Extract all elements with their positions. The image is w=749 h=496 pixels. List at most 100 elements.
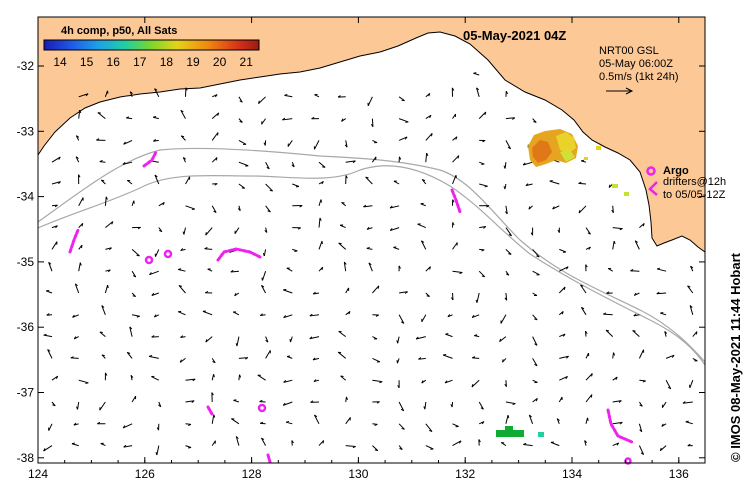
current-vector bbox=[156, 445, 160, 456]
current-vector bbox=[131, 270, 137, 278]
y-tick-label: -37 bbox=[17, 386, 35, 400]
current-vector bbox=[505, 227, 512, 237]
current-vector bbox=[471, 379, 480, 388]
current-vector-head bbox=[429, 266, 431, 270]
current-vector-head bbox=[187, 423, 192, 427]
current-vector bbox=[523, 444, 533, 447]
current-vector-head bbox=[404, 291, 408, 294]
source-label: NRT00 GSL bbox=[599, 45, 659, 57]
colorbar-tick-label: 14 bbox=[53, 55, 67, 69]
current-vector-head bbox=[181, 135, 185, 138]
current-vector bbox=[687, 285, 694, 294]
current-vector-head bbox=[566, 266, 569, 270]
current-vector bbox=[77, 401, 80, 410]
current-vector bbox=[211, 112, 220, 119]
current-vector-head bbox=[370, 123, 374, 128]
current-vector bbox=[692, 331, 698, 337]
current-vector bbox=[558, 286, 566, 294]
current-vector-head bbox=[632, 330, 636, 332]
current-vector-head bbox=[421, 240, 425, 243]
current-vector-head bbox=[85, 382, 89, 384]
current-vector-head bbox=[137, 226, 141, 230]
current-vector bbox=[283, 379, 293, 383]
current-vector-head bbox=[154, 88, 158, 91]
current-vector bbox=[177, 311, 186, 316]
current-vector bbox=[552, 205, 560, 210]
current-vector-head bbox=[566, 355, 569, 359]
current-vector-head bbox=[587, 232, 591, 235]
current-vector-head bbox=[81, 223, 84, 227]
x-tick-label: 136 bbox=[669, 467, 689, 481]
current-vector-head bbox=[182, 231, 185, 235]
current-vector-head bbox=[153, 314, 157, 318]
current-vector bbox=[185, 205, 196, 210]
current-vector bbox=[178, 268, 186, 272]
current-vector bbox=[263, 249, 267, 257]
current-vector bbox=[122, 423, 133, 429]
current-vector bbox=[74, 283, 80, 294]
current-vector bbox=[211, 132, 219, 141]
current-vector bbox=[634, 240, 640, 250]
current-vector bbox=[452, 174, 457, 185]
current-vector-head bbox=[58, 181, 61, 185]
current-vector-head bbox=[660, 312, 664, 314]
current-vector-head bbox=[99, 159, 103, 163]
current-vector-head bbox=[260, 421, 264, 424]
current-vector bbox=[261, 118, 267, 125]
current-vector bbox=[238, 357, 248, 359]
current-vector-head bbox=[79, 109, 82, 114]
current-vector bbox=[479, 225, 486, 229]
current-vector-head bbox=[472, 356, 476, 359]
current-vector bbox=[337, 351, 347, 359]
current-vector bbox=[372, 357, 381, 363]
current-vector-head bbox=[101, 354, 105, 357]
current-vector-head bbox=[549, 179, 553, 182]
current-vector-head bbox=[205, 232, 207, 236]
current-vector-head bbox=[585, 264, 588, 268]
current-vector-head bbox=[630, 269, 634, 272]
current-vector-head bbox=[508, 233, 512, 237]
current-vector bbox=[231, 418, 240, 425]
current-vector-head bbox=[283, 379, 287, 383]
current-vector-head bbox=[180, 248, 184, 251]
current-vector-head bbox=[619, 228, 623, 231]
current-vector bbox=[397, 336, 400, 344]
current-vector bbox=[51, 156, 61, 163]
current-vector bbox=[656, 292, 667, 295]
current-vector-head bbox=[512, 117, 516, 120]
current-vector-head bbox=[376, 401, 380, 404]
current-vector-head bbox=[322, 166, 326, 168]
x-tick-label: 132 bbox=[455, 467, 475, 481]
current-vector-head bbox=[505, 211, 508, 215]
current-vector-head bbox=[338, 242, 342, 245]
current-vector-head bbox=[58, 156, 61, 160]
current-vector bbox=[154, 249, 160, 257]
current-vector-head bbox=[283, 315, 287, 318]
current-vector-head bbox=[401, 427, 405, 430]
current-vector-head bbox=[398, 265, 401, 269]
colorbar-tick-label: 18 bbox=[160, 55, 174, 69]
current-vector bbox=[313, 414, 320, 425]
current-vector-head bbox=[107, 269, 111, 273]
current-vector bbox=[211, 157, 218, 163]
current-vector-head bbox=[563, 286, 566, 291]
current-vector-head bbox=[682, 401, 686, 404]
current-vector-head bbox=[590, 394, 593, 398]
current-vector bbox=[105, 247, 112, 250]
current-vector-head bbox=[366, 226, 370, 230]
current-vector bbox=[99, 401, 106, 411]
current-vector-head bbox=[664, 331, 668, 334]
current-vector-head bbox=[474, 334, 478, 337]
current-vector bbox=[452, 292, 454, 301]
current-vector bbox=[185, 176, 191, 185]
colorbar-tick-label: 17 bbox=[133, 55, 147, 69]
current-vector bbox=[442, 354, 453, 359]
current-vector bbox=[235, 436, 240, 446]
current-vector bbox=[345, 160, 356, 163]
current-vector-head bbox=[205, 290, 209, 294]
current-vector bbox=[238, 183, 246, 189]
current-vector-head bbox=[471, 314, 475, 318]
current-vector-head bbox=[615, 376, 618, 380]
current-vector-head bbox=[344, 144, 348, 148]
